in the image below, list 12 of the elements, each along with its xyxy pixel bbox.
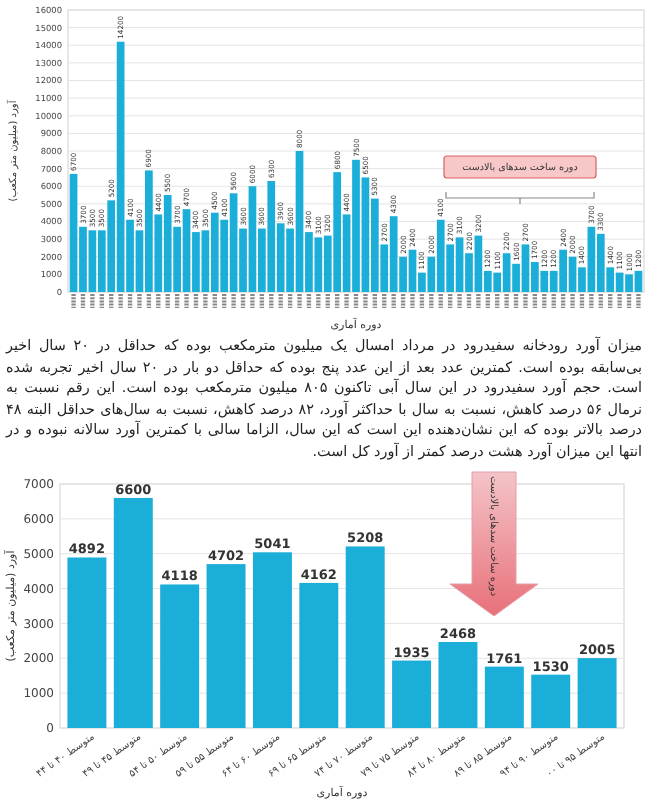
bar <box>160 584 200 728</box>
bar <box>206 564 246 728</box>
bar <box>484 666 524 728</box>
bar <box>252 552 292 728</box>
bar <box>67 557 107 728</box>
bar <box>392 660 432 728</box>
bar <box>577 658 617 728</box>
bar <box>299 582 339 728</box>
bar <box>345 546 385 728</box>
bar <box>438 641 478 728</box>
bar <box>113 497 153 728</box>
bar <box>531 674 571 728</box>
